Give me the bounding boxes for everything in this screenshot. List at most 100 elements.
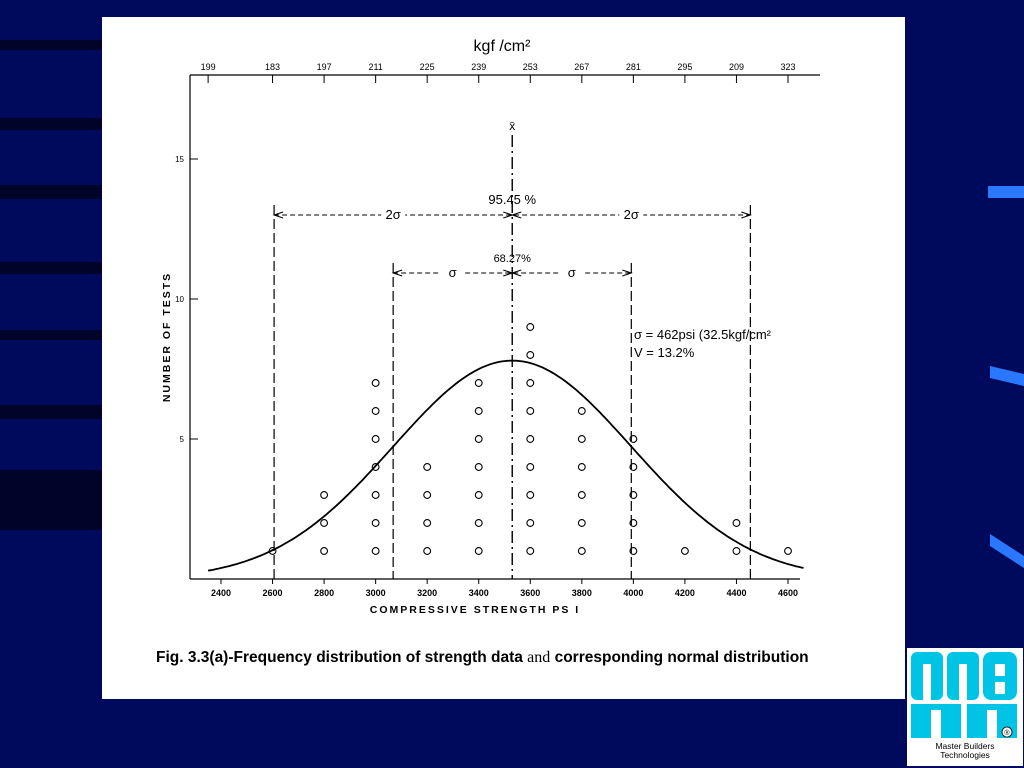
band-0-arrow-left: [391, 269, 403, 277]
figure-panel: 2400 2600 2800 3000 3200 3400 3600 3800 4000 4200…: [102, 17, 905, 699]
y-tick-label-15: 15: [175, 155, 184, 164]
data-point-3800-4: [577, 463, 586, 471]
data-point-3400-5: [474, 435, 483, 443]
x-axis-title: COMPRESSIVE STRENGTH PS I: [370, 604, 580, 616]
figure-caption: Fig. 3.3(a)-Frequency distribution of st…: [156, 649, 896, 667]
band-0-right-label-bg: [559, 265, 584, 279]
normal-curve: [207, 359, 804, 572]
logo-line-1: Master Builders: [935, 741, 995, 751]
top-tick-label-5: 239: [471, 62, 486, 72]
top-tick-label-10: 209: [729, 62, 744, 72]
top-tick-label-6: 253: [523, 62, 538, 72]
master-builders-logo: ® Master Builders Technologies: [907, 648, 1023, 766]
data-point-4400-2: [732, 519, 741, 527]
top-tick-label-11: 323: [780, 62, 795, 72]
data-point-3400-2: [474, 519, 483, 527]
logo-mark: ®: [911, 652, 1017, 738]
data-point-3000-1: [371, 547, 380, 555]
data-point-3600-5: [526, 435, 535, 443]
top-tick-label-4: 225: [420, 62, 435, 72]
data-point-3400-7: [474, 379, 483, 387]
frequency-distribution-chart: 2400 2600 2800 3000 3200 3400 3600 3800 4000 4200…: [161, 38, 820, 616]
data-point-3400-4: [474, 463, 483, 471]
data-point-3800-1: [577, 547, 586, 555]
top-tick-label-7: 267: [574, 62, 589, 72]
mean-label: x̄: [509, 119, 515, 133]
data-point-3800-2: [577, 519, 586, 527]
y-axis-title: NUMBER OF TESTS: [161, 272, 173, 402]
band-1-right-label-bg: [619, 207, 644, 221]
band-1-right-sigma-label: 2σ: [624, 207, 639, 222]
data-point-3200-1: [423, 547, 432, 555]
data-point-3600-8: [526, 351, 535, 359]
band-0-left-sigma-label: σ: [449, 265, 457, 280]
caption-part-3: corresponding normal distribution: [554, 649, 809, 666]
top-tick-label-8: 281: [626, 62, 641, 72]
data-point-3000-2: [371, 519, 380, 527]
band-1-arrow-right: [741, 211, 752, 219]
band-1-left-sigma-label: 2σ: [386, 207, 401, 222]
data-point-3000-5: [371, 435, 380, 443]
data-point-3600-2: [526, 519, 535, 527]
band-1-left-label-bg: [381, 207, 406, 221]
data-point-3600-3: [526, 491, 535, 499]
data-point-3200-4: [423, 463, 432, 471]
sigma-annotation: σ = 462psi (32.5kgf/cm²: [634, 327, 772, 342]
caption-part-1: Fig. 3.3(a)-Frequency distribution of st…: [156, 649, 523, 666]
top-axis-title: kgf /cm²: [474, 38, 532, 55]
data-point-3600-1: [526, 547, 535, 555]
data-point-4400-1: [732, 547, 741, 555]
band-1-percent-label: 95.45 %: [488, 192, 536, 207]
data-point-2800-3: [320, 491, 329, 499]
data-point-3400-1: [474, 547, 483, 555]
x-tick-label-3200: 3200: [417, 588, 437, 598]
top-tick-label-3: 211: [368, 62, 382, 72]
x-tick-label-4000: 4000: [623, 588, 643, 598]
band-1-arrow-left: [272, 211, 284, 219]
top-tick-label-1: 183: [265, 62, 280, 72]
data-point-2800-2: [320, 519, 329, 527]
band-0-arrow-mid-right: [510, 269, 522, 277]
data-point-3600-7: [526, 379, 535, 387]
x-tick-label-3000: 3000: [366, 588, 386, 598]
data-point-3800-3: [577, 491, 586, 499]
x-tick-label-2600: 2600: [263, 588, 283, 598]
top-tick-label-2: 197: [317, 62, 332, 72]
logo-text: Master Builders Technologies: [907, 742, 1023, 760]
data-point-3000-7: [371, 379, 380, 387]
band-1-arrow-mid-right: [510, 211, 522, 219]
data-point-3000-3: [371, 491, 380, 499]
band-0-percent-label: 68.27%: [494, 253, 532, 265]
data-point-3200-2: [423, 519, 432, 527]
data-point-3400-3: [474, 491, 483, 499]
cv-annotation: V = 13.2%: [634, 345, 695, 360]
data-point-3400-6: [474, 407, 483, 415]
x-tick-label-4200: 4200: [675, 588, 695, 598]
data-point-3000-6: [371, 407, 380, 415]
x-tick-label-2800: 2800: [314, 588, 334, 598]
data-point-3800-5: [577, 435, 586, 443]
x-tick-label-2400: 2400: [211, 588, 231, 598]
logo-line-2: Technologies: [940, 750, 990, 760]
band-0-left-label-bg: [440, 265, 465, 279]
data-point-3600-6: [526, 407, 535, 415]
data-point-3600-4: [526, 463, 535, 471]
data-point-2800-1: [320, 547, 329, 555]
y-tick-label-5: 5: [180, 435, 185, 444]
data-point-4200-1: [680, 547, 689, 555]
x-tick-label-3400: 3400: [469, 588, 489, 598]
y-tick-label-10: 10: [175, 295, 184, 304]
data-point-3600-9: [526, 323, 535, 331]
x-tick-label-3600: 3600: [520, 588, 540, 598]
x-tick-label-4400: 4400: [726, 588, 746, 598]
data-point-3800-6: [577, 407, 586, 415]
x-tick-label-4600: 4600: [778, 588, 798, 598]
data-point-3200-3: [423, 491, 432, 499]
registered-mark: ®: [1004, 729, 1010, 737]
data-point-4600-1: [784, 547, 792, 555]
band-0-arrow-right: [622, 269, 633, 277]
band-0-right-sigma-label: σ: [568, 265, 576, 280]
caption-part-2: and: [527, 649, 551, 666]
x-tick-label-3800: 3800: [572, 588, 592, 598]
